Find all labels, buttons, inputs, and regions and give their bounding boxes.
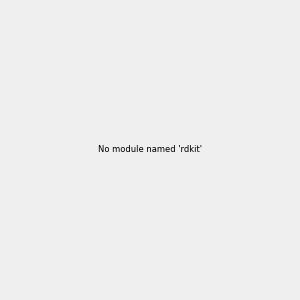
Text: No module named 'rdkit': No module named 'rdkit' — [98, 146, 202, 154]
